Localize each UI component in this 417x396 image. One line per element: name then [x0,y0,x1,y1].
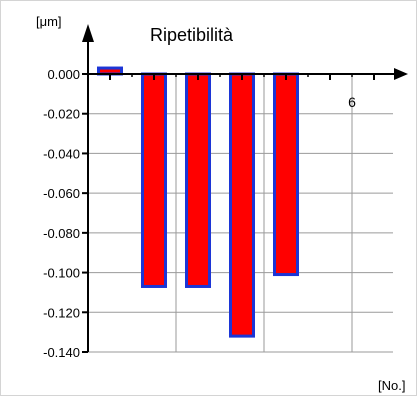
bar-5 [273,72,299,277]
x-axis-label: [No.] [378,378,405,393]
y-tick-label-7: -0.140 [43,345,80,360]
y-tick-label-0: 0.000 [47,67,80,82]
bars [97,66,299,338]
bar-3 [185,72,211,288]
y-tick-label-2: -0.040 [43,146,80,161]
bar-4 [229,72,255,338]
y-tick-labels: 0.000 -0.020 -0.040 -0.060 -0.080 -0.100 -0.12… [43,67,88,360]
x-tick-label-6: 6 [348,94,356,110]
y-tick-label-5: -0.100 [43,266,80,281]
y-tick-label-3: -0.060 [43,186,80,201]
bar-2 [141,72,167,288]
x-axis-arrow [394,68,408,80]
y-axis-arrow [82,24,94,42]
y-axis-label: [μm] [36,14,62,29]
grid-lines [88,74,393,353]
x-ticks [109,74,375,80]
y-tick-label-6: -0.120 [43,305,80,320]
y-tick-label-4: -0.080 [43,226,80,241]
y-tick-label-1: -0.020 [43,107,80,122]
chart-title: Ripetibilità [150,25,234,45]
